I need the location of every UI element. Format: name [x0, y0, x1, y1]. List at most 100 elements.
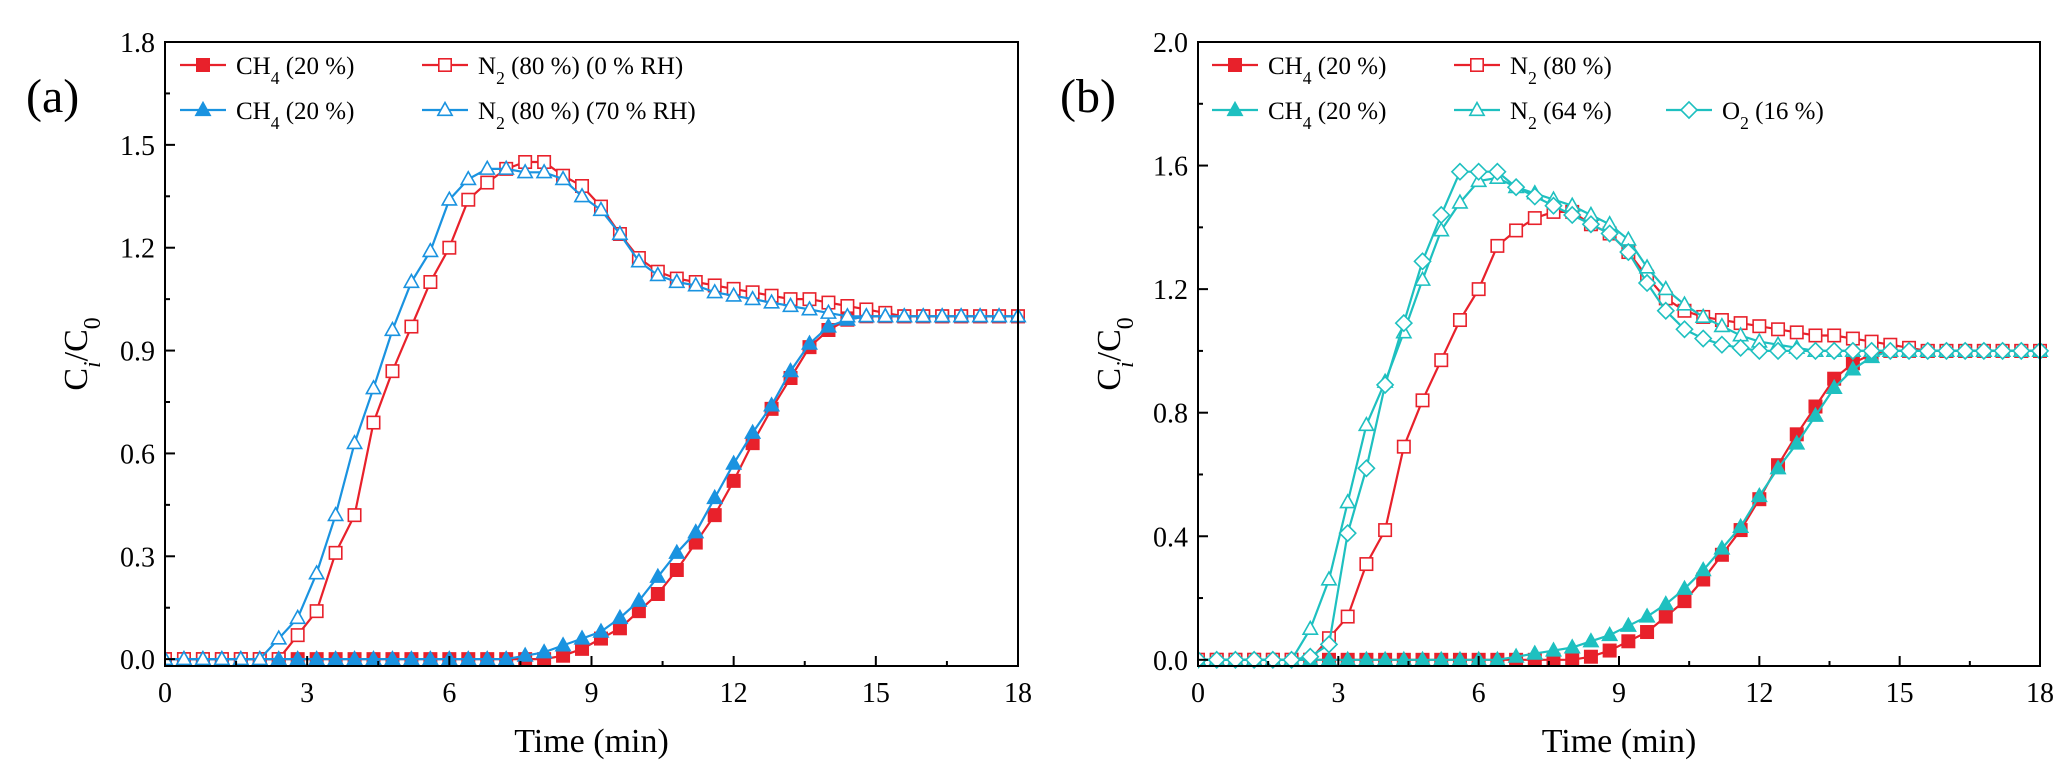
- data-point: [1713, 317, 1731, 333]
- data-point: [1771, 322, 1786, 337]
- y-axis-label-group: Ci/C0: [58, 317, 106, 390]
- data-point: [782, 362, 800, 378]
- y-tick-label: 1.6: [1153, 152, 1188, 183]
- series-2: [1198, 341, 2049, 666]
- data-point: [1619, 242, 1638, 262]
- series-3: [1198, 168, 2049, 666]
- data-point: [289, 608, 307, 625]
- data-point: [402, 272, 420, 289]
- data-point: [1509, 223, 1524, 238]
- legend-label: N2 (80 %) (0 % RH): [478, 53, 683, 88]
- series-line: [1198, 176, 2040, 661]
- x-tick-label: 15: [1886, 678, 1914, 709]
- series-line: [165, 315, 1018, 661]
- data-point: [1394, 313, 1414, 333]
- series-line: [1198, 349, 2040, 661]
- data-point: [1638, 607, 1656, 623]
- data-point: [1525, 187, 1544, 206]
- data-point: [1677, 594, 1692, 609]
- legend: CH4 (20 %) N2 (80 %) CH4 (20 %) N2 (64 %) O2…: [1212, 53, 1824, 133]
- data-point: [1506, 177, 1526, 197]
- data-point: [1638, 258, 1656, 274]
- data-point: [290, 628, 305, 643]
- data-point: [1806, 406, 1824, 422]
- data-point: [1824, 341, 1844, 361]
- data-point: [365, 650, 383, 666]
- data-point: [1396, 439, 1411, 454]
- x-tick-label: 9: [585, 678, 599, 709]
- data-point: [1862, 341, 1881, 361]
- data-point: [1955, 341, 1975, 361]
- data-point: [1490, 238, 1505, 253]
- data-point: [1993, 341, 2012, 361]
- y-tick-label: 0.9: [120, 337, 155, 368]
- data-point: [763, 293, 781, 309]
- data-point: [1507, 647, 1525, 663]
- series-3: [165, 159, 1027, 666]
- series-line: [165, 160, 1018, 661]
- data-point: [365, 379, 383, 395]
- data-point: [1544, 196, 1563, 215]
- data-point: [1413, 252, 1432, 271]
- data-point: [421, 650, 439, 666]
- data-point: [1712, 335, 1732, 354]
- y-tick-label: 1.2: [120, 234, 155, 265]
- data-point: [1675, 320, 1694, 339]
- series-1: [1198, 204, 2048, 667]
- data-point: [1731, 338, 1750, 358]
- data-point: [1694, 307, 1712, 324]
- data-point: [459, 170, 477, 186]
- data-point: [876, 307, 894, 323]
- data-point: [327, 506, 345, 522]
- data-point: [1414, 270, 1432, 286]
- data-point: [554, 636, 572, 652]
- data-point: [1338, 523, 1357, 543]
- data-point: [611, 608, 629, 625]
- data-point: [1375, 375, 1395, 395]
- series-line: [1198, 349, 2040, 661]
- x-tick-label: 18: [2026, 678, 2054, 709]
- data-point: [592, 200, 610, 217]
- data-point: [478, 159, 496, 175]
- data-point: [707, 508, 722, 523]
- data-point: [497, 159, 515, 175]
- series-0: [165, 309, 1025, 667]
- y-axis-label-group: Ci/C0: [1091, 317, 1139, 390]
- data-point: [347, 508, 362, 523]
- data-point: [1563, 638, 1581, 654]
- data-point: [1602, 643, 1617, 658]
- data-point: [1319, 635, 1339, 654]
- data-point: [1563, 205, 1582, 225]
- data-point: [1434, 353, 1449, 368]
- data-point: [1469, 162, 1488, 181]
- y-tick-label: 2.0: [1153, 28, 1188, 59]
- data-point: [1637, 273, 1657, 293]
- y-tick-label: 1.8: [120, 28, 155, 59]
- data-point: [800, 300, 818, 316]
- data-point: [497, 650, 515, 666]
- data-point: [933, 307, 951, 323]
- data-point: [1357, 459, 1376, 478]
- x-tick-label: 9: [1612, 678, 1626, 709]
- legend-item: CH4 (20 %): [1212, 53, 1386, 88]
- data-point: [1732, 517, 1750, 534]
- legend-marker: [1470, 57, 1485, 72]
- legend-marker: [1226, 100, 1244, 117]
- panel-b: (b) 0 3 6 9 12 15 18 0.0 0.4 0.8 1.2 1.6 2.0 Time (min…: [1060, 28, 2054, 760]
- data-point: [270, 650, 288, 666]
- legend-marker: [436, 100, 454, 117]
- data-point: [782, 296, 800, 313]
- data-point: [1657, 595, 1675, 611]
- legend-marker: [1679, 100, 1699, 120]
- data-point: [573, 629, 591, 645]
- data-point: [1581, 215, 1601, 234]
- data-point: [1583, 649, 1598, 664]
- data-point: [1918, 341, 1937, 361]
- x-tick-label: 18: [1004, 678, 1032, 709]
- data-point: [327, 650, 345, 666]
- data-point: [175, 650, 193, 666]
- data-point: [328, 545, 343, 560]
- data-point: [1640, 625, 1655, 640]
- data-point: [1827, 328, 1842, 343]
- data-point: [573, 187, 591, 203]
